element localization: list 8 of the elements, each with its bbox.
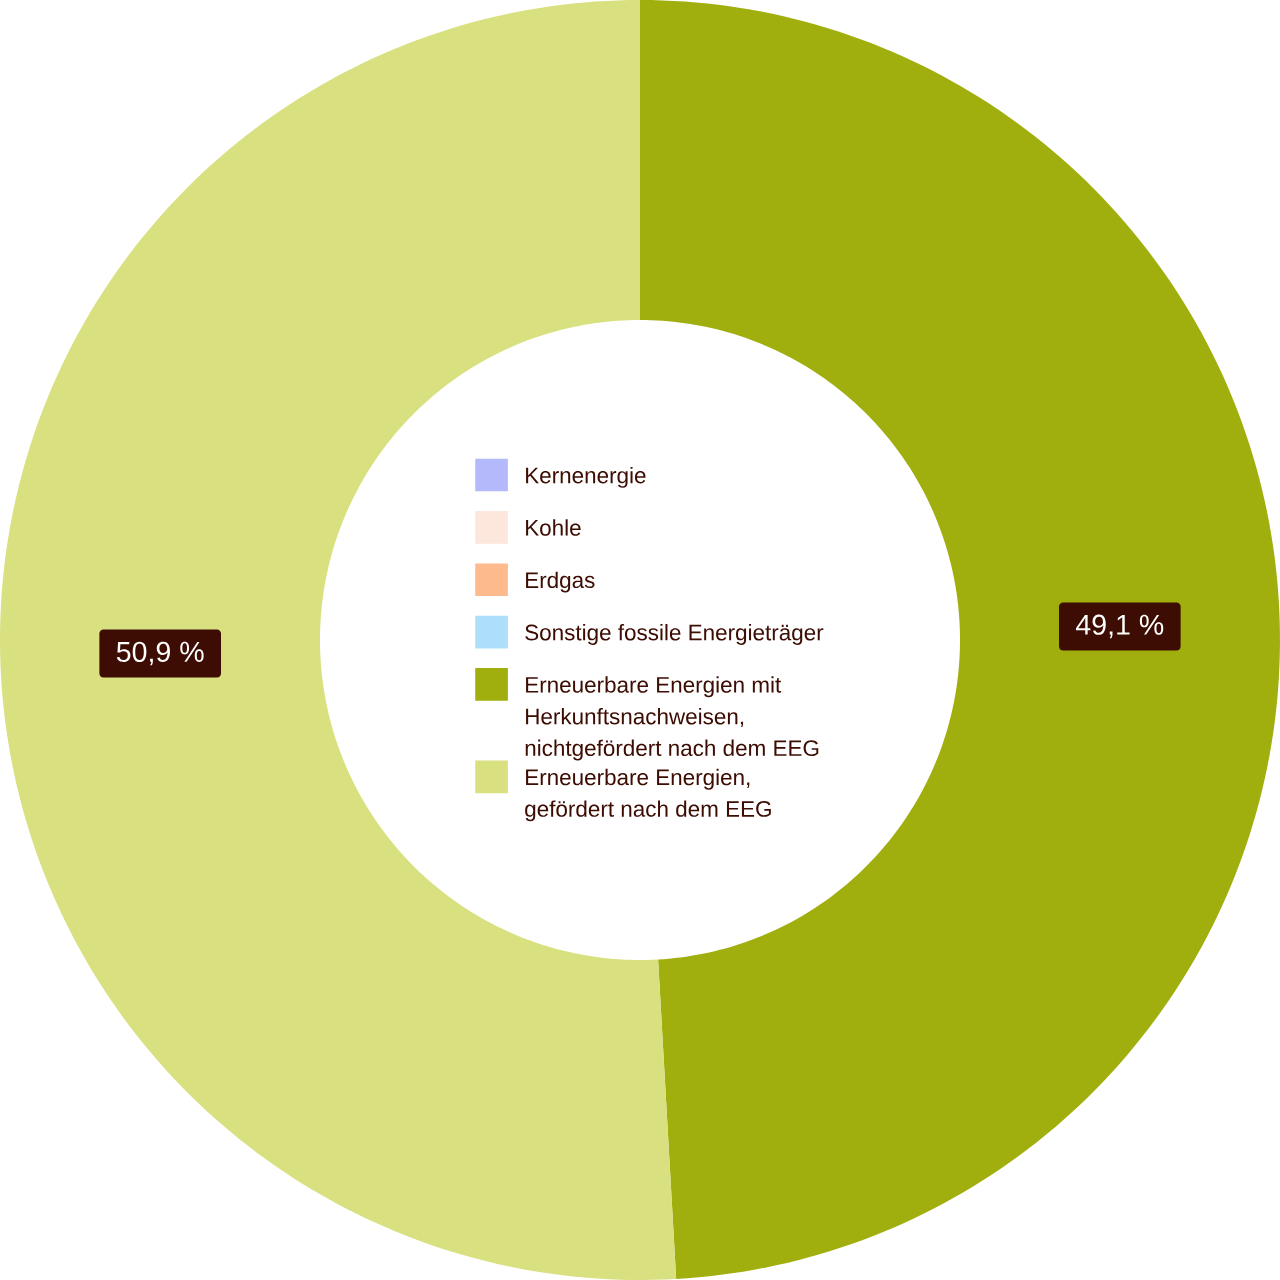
legend-label: Kohle — [526, 519, 581, 536]
legend-label: Erneuerbare Energien, gefördert nach dem EEG — [525, 768, 771, 822]
legend-label: Erneuerbare Energien mit Herkunftsnachweisen, nichtgefördert nach dem EEG — [525, 676, 819, 761]
data-label: 50,9 % — [116, 641, 204, 666]
legend-label: Erdgas — [526, 571, 595, 593]
legend-label: Kernenergie — [526, 466, 646, 488]
data-label: 49,1 % — [1075, 614, 1164, 639]
legend-label: Sonstige fossile Energieträger — [525, 623, 824, 645]
